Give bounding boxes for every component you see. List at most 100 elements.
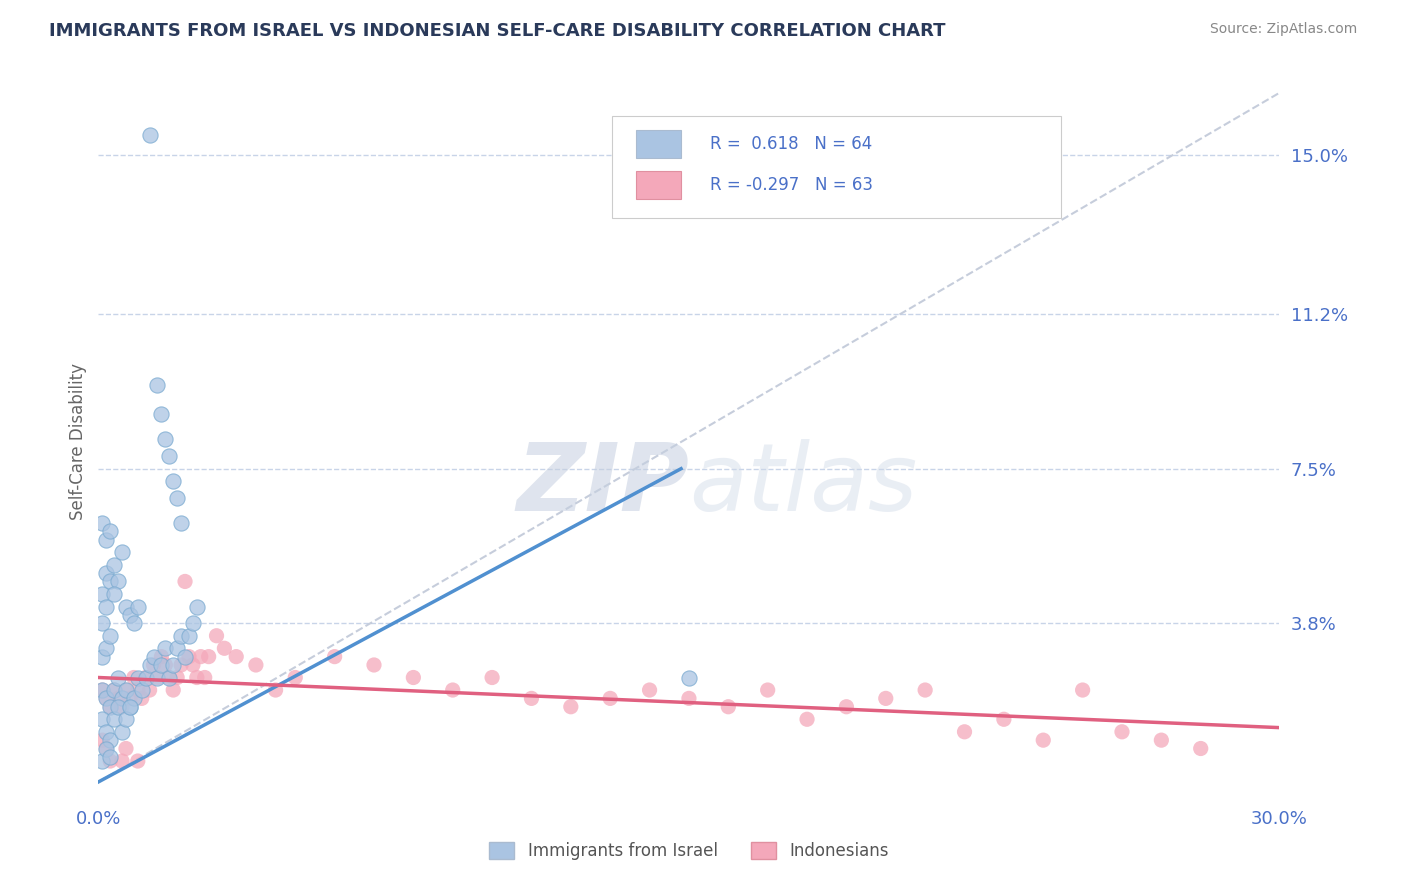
- Point: [835, 699, 858, 714]
- Point: [186, 671, 208, 685]
- Point: [91, 516, 114, 530]
- Point: [796, 712, 818, 726]
- Point: [91, 683, 114, 698]
- Point: [96, 599, 118, 614]
- Point: [98, 699, 121, 714]
- Point: [96, 691, 118, 706]
- Point: [91, 712, 114, 726]
- Point: [135, 671, 157, 685]
- Point: [225, 649, 247, 664]
- Point: [111, 699, 134, 714]
- Point: [155, 433, 177, 447]
- Point: [115, 599, 138, 614]
- Point: [1111, 724, 1133, 739]
- Point: [96, 566, 118, 580]
- Point: [177, 649, 200, 664]
- Point: [1189, 741, 1212, 756]
- Point: [96, 741, 118, 756]
- Point: [115, 683, 138, 698]
- Point: [98, 699, 121, 714]
- Point: [96, 533, 118, 547]
- Point: [162, 683, 184, 698]
- Point: [756, 683, 779, 698]
- Point: [194, 671, 217, 685]
- Point: [111, 691, 134, 706]
- Point: [111, 754, 134, 768]
- Text: IMMIGRANTS FROM ISRAEL VS INDONESIAN SELF-CARE DISABILITY CORRELATION CHART: IMMIGRANTS FROM ISRAEL VS INDONESIAN SEL…: [49, 22, 946, 40]
- Point: [91, 754, 114, 768]
- Point: [146, 671, 169, 685]
- Point: [717, 699, 740, 714]
- Point: [174, 574, 197, 589]
- Point: [118, 607, 141, 622]
- Y-axis label: Self-Care Disability: Self-Care Disability: [69, 363, 87, 520]
- Point: [678, 671, 700, 685]
- Point: [146, 671, 169, 685]
- Point: [560, 699, 582, 714]
- Point: [245, 657, 267, 672]
- Point: [162, 474, 184, 488]
- Point: [96, 691, 118, 706]
- Point: [166, 491, 188, 505]
- Point: [103, 558, 125, 572]
- Bar: [636, 171, 681, 199]
- Point: [1150, 733, 1173, 747]
- Point: [118, 699, 141, 714]
- Point: [1032, 733, 1054, 747]
- Point: [103, 683, 125, 698]
- Point: [111, 545, 134, 559]
- Point: [127, 754, 149, 768]
- Point: [127, 671, 149, 685]
- Point: [323, 649, 346, 664]
- Point: [111, 724, 134, 739]
- Point: [150, 657, 173, 672]
- Point: [177, 629, 200, 643]
- Point: [157, 449, 180, 463]
- Point: [150, 649, 173, 664]
- Point: [142, 657, 165, 672]
- Point: [402, 671, 425, 685]
- Point: [131, 683, 153, 698]
- Point: [264, 683, 287, 698]
- Point: [131, 691, 153, 706]
- Point: [181, 657, 204, 672]
- Point: [481, 671, 503, 685]
- Point: [98, 524, 121, 539]
- Point: [107, 671, 129, 685]
- Point: [181, 616, 204, 631]
- Text: atlas: atlas: [689, 440, 917, 531]
- Point: [284, 671, 307, 685]
- Point: [138, 683, 160, 698]
- Point: [115, 683, 138, 698]
- Point: [91, 649, 114, 664]
- Point: [103, 712, 125, 726]
- Point: [214, 641, 236, 656]
- Point: [107, 691, 129, 706]
- Text: Source: ZipAtlas.com: Source: ZipAtlas.com: [1209, 22, 1357, 37]
- Point: [155, 641, 177, 656]
- Point: [520, 691, 543, 706]
- Point: [162, 657, 184, 672]
- Point: [122, 671, 145, 685]
- Point: [170, 629, 193, 643]
- Point: [103, 683, 125, 698]
- Point: [363, 657, 385, 672]
- Point: [157, 671, 180, 685]
- Point: [953, 724, 976, 739]
- Point: [122, 691, 145, 706]
- Point: [122, 616, 145, 631]
- Point: [138, 657, 160, 672]
- Point: [96, 641, 118, 656]
- Point: [166, 641, 188, 656]
- Point: [678, 691, 700, 706]
- Point: [98, 574, 121, 589]
- Point: [441, 683, 464, 698]
- Point: [138, 128, 160, 142]
- Point: [127, 683, 149, 698]
- Point: [170, 516, 193, 530]
- Bar: [636, 130, 681, 158]
- Point: [142, 649, 165, 664]
- Point: [197, 649, 219, 664]
- Point: [103, 587, 125, 601]
- Text: ZIP: ZIP: [516, 439, 689, 531]
